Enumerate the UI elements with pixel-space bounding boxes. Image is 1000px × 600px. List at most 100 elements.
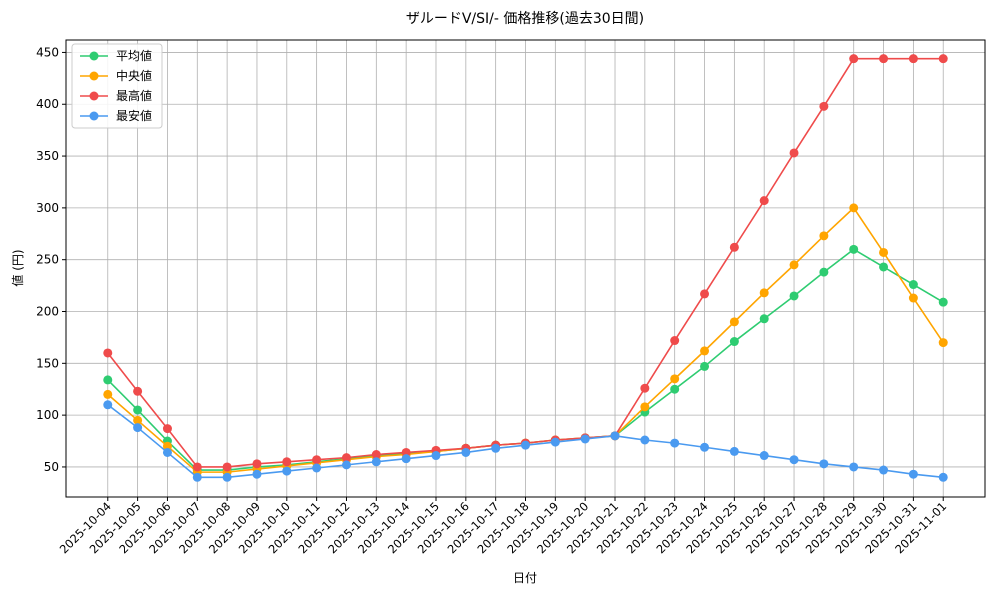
data-point: [819, 267, 829, 277]
data-point: [371, 450, 381, 460]
data-point: [222, 472, 232, 482]
legend-box: [71, 43, 163, 129]
data-point: [491, 443, 501, 453]
data-point: [700, 361, 710, 371]
chart-title: ザルードV/SI/- 価格推移(過去30日間): [406, 11, 644, 27]
data-point: [640, 435, 650, 445]
data-point: [700, 289, 710, 299]
data-point: [700, 346, 710, 356]
data-point: [789, 260, 799, 270]
data-point: [550, 437, 560, 447]
y-tick-label: 150: [36, 356, 59, 370]
data-point: [759, 196, 769, 206]
data-point: [162, 424, 172, 434]
data-point: [133, 415, 143, 425]
lines: [103, 54, 948, 482]
data-point: [938, 472, 948, 482]
data-point: [341, 453, 351, 463]
data-point: [849, 203, 859, 213]
data-point: [640, 402, 650, 412]
y-tick-label: 400: [36, 97, 59, 111]
grid: [62, 40, 985, 501]
data-point: [461, 447, 471, 457]
y-tick-label: 50: [44, 460, 59, 474]
data-point: [879, 54, 889, 64]
legend-label: 中央値: [116, 68, 152, 83]
data-point: [849, 54, 859, 64]
data-point: [789, 455, 799, 465]
data-point: [879, 262, 889, 272]
legend-label: 最安値: [116, 108, 152, 123]
data-point: [819, 459, 829, 469]
data-point: [580, 434, 590, 444]
data-point: [133, 405, 143, 415]
legend-marker: [89, 91, 99, 101]
data-point: [252, 459, 262, 469]
data-point: [729, 317, 739, 327]
data-point: [759, 314, 769, 324]
data-point: [849, 462, 859, 472]
y-axis-label: 値 (円): [10, 249, 25, 286]
data-point: [103, 400, 113, 410]
data-point: [670, 374, 680, 384]
data-point: [729, 446, 739, 456]
data-point: [938, 338, 948, 348]
data-point: [849, 244, 859, 254]
data-point: [162, 441, 172, 451]
y-tick-label: 300: [36, 201, 59, 215]
data-point: [341, 460, 351, 470]
data-point: [908, 469, 918, 479]
data-point: [670, 438, 680, 448]
data-point: [759, 288, 769, 298]
data-point: [282, 466, 292, 476]
legend-label: 平均値: [116, 48, 152, 63]
data-point: [789, 148, 799, 158]
data-point: [103, 389, 113, 399]
data-point: [879, 465, 889, 475]
data-point: [729, 337, 739, 347]
y-tick-label: 450: [36, 45, 59, 59]
data-point: [640, 383, 650, 393]
data-point: [162, 447, 172, 457]
legend-marker: [89, 111, 99, 121]
data-point: [133, 423, 143, 433]
data-point: [908, 54, 918, 64]
data-point: [819, 231, 829, 241]
y-tick-label: 200: [36, 305, 59, 319]
data-point: [759, 451, 769, 461]
data-point: [521, 440, 530, 450]
data-point: [222, 462, 232, 472]
data-point: [879, 247, 889, 257]
data-point: [431, 451, 441, 461]
data-point: [700, 442, 710, 452]
data-point: [103, 348, 113, 358]
data-point: [938, 54, 948, 64]
data-point: [938, 297, 948, 307]
legend-marker: [89, 71, 99, 81]
data-point: [252, 469, 262, 479]
data-point: [908, 280, 918, 290]
x-axis-label: 日付: [513, 571, 537, 585]
data-point: [908, 293, 918, 303]
legend-marker: [89, 51, 99, 61]
data-point: [670, 336, 680, 346]
data-point: [282, 457, 292, 467]
data-point: [401, 454, 411, 464]
legend-label: 最高値: [116, 88, 152, 103]
data-point: [312, 463, 322, 473]
data-point: [789, 291, 799, 301]
data-point: [192, 472, 202, 482]
data-point: [312, 455, 322, 465]
data-point: [819, 101, 829, 111]
plot-frame: [65, 39, 986, 498]
y-tick-label: 100: [36, 408, 59, 422]
data-point: [371, 457, 381, 467]
y-tick-label: 350: [36, 149, 59, 163]
data-point: [401, 447, 411, 457]
data-point: [670, 384, 680, 394]
data-point: [133, 386, 143, 396]
data-point: [610, 431, 620, 441]
